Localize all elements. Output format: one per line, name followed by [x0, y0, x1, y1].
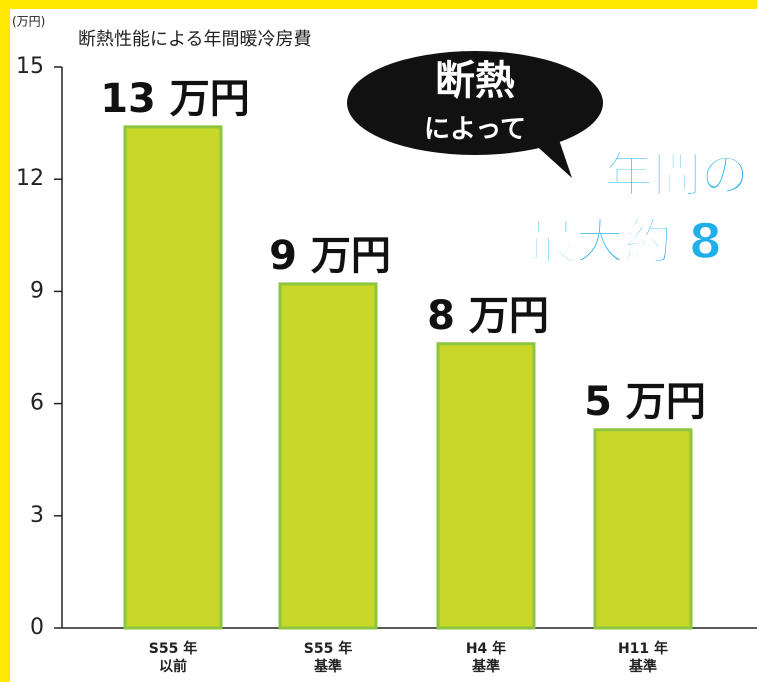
left-border	[0, 0, 10, 682]
bar	[278, 282, 378, 630]
y-tick-label: 0	[30, 615, 44, 640]
value-label: 9 万円	[269, 233, 391, 279]
x-tick-label: H4 年 基準	[465, 641, 507, 675]
x-tick-label: H11 年 基準	[617, 641, 669, 675]
bubble-text: 断熱	[435, 58, 515, 104]
y-tick-label: 15	[16, 54, 44, 79]
speech-bubble	[347, 51, 603, 155]
bar	[123, 125, 223, 630]
callout-text: 年間の	[605, 147, 749, 203]
x-tick-label: S55 年 以前	[148, 641, 198, 675]
y-tick-label: 6	[30, 391, 44, 416]
top-border	[0, 0, 757, 9]
bar	[436, 342, 536, 630]
value-label: 5 万円	[584, 379, 706, 425]
callout-text: 最大約 8	[528, 214, 722, 270]
y-tick-label: 3	[30, 503, 44, 528]
x-tick-label: S55 年 基準	[303, 641, 353, 675]
unit-label: (万円)	[12, 15, 45, 29]
y-tick-label: 9	[30, 278, 44, 303]
chart-title: 断熱性能による年間暖冷房費	[78, 29, 311, 50]
value-label: 13 万円	[100, 76, 250, 122]
value-label: 8 万円	[427, 293, 549, 339]
bar	[593, 428, 693, 630]
bubble-text: によって	[424, 115, 526, 145]
y-tick-label: 12	[16, 166, 44, 191]
bubble-tail	[530, 128, 572, 178]
